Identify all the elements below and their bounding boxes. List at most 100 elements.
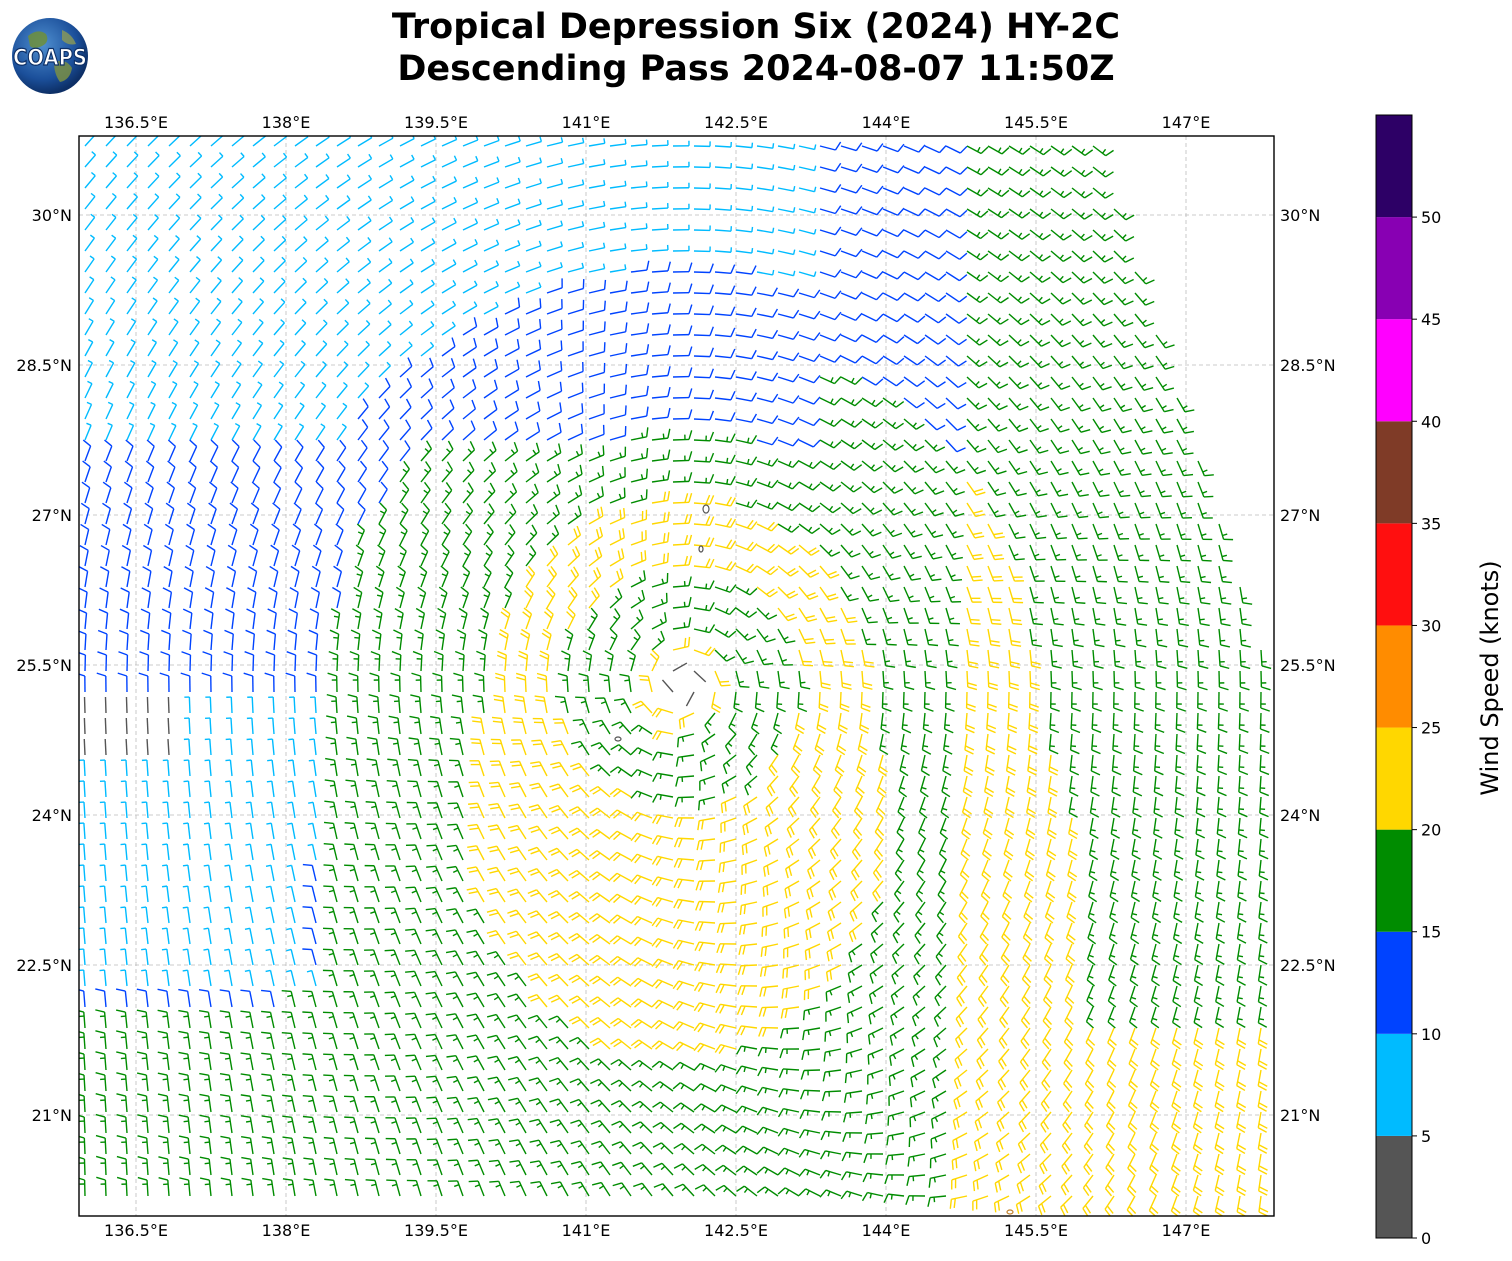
wind-barb	[1092, 355, 1113, 370]
wind-barb	[546, 463, 562, 483]
wind-barb	[714, 306, 736, 317]
wind-barb	[651, 730, 674, 741]
wind-barb	[798, 586, 819, 600]
wind-barb	[861, 355, 884, 365]
wind-barb	[330, 608, 341, 630]
wind-barb	[924, 334, 947, 345]
wind-barb	[630, 489, 648, 504]
wind-barb	[357, 340, 370, 357]
wind-barb	[368, 694, 380, 714]
wind-barb	[882, 355, 905, 365]
wind-barb	[1197, 481, 1214, 498]
wind-barb	[903, 292, 926, 302]
wind-barb	[987, 145, 1010, 155]
wind-barb	[462, 440, 476, 462]
wind-barb	[168, 193, 181, 210]
wind-barb	[1071, 313, 1092, 327]
wind-barb	[223, 651, 234, 672]
wind-barb	[903, 376, 926, 387]
wind-barb	[966, 187, 989, 197]
wind-barb	[588, 445, 605, 462]
wind-barb	[164, 523, 174, 546]
wind-barb	[672, 555, 693, 567]
wind-barb	[268, 696, 275, 714]
wind-barb	[924, 271, 947, 281]
wind-barb	[672, 161, 690, 168]
wind-barb	[273, 173, 287, 189]
wind-barb	[777, 352, 800, 362]
wind-barb	[498, 629, 509, 651]
wind-barb	[161, 629, 171, 651]
wind-barb	[1154, 712, 1165, 734]
wind-barb	[840, 670, 852, 690]
wind-barb	[167, 460, 176, 483]
wind-barb	[693, 580, 715, 590]
wind-barb	[147, 360, 157, 378]
wind-barb	[315, 194, 330, 210]
wind-barb	[609, 508, 626, 525]
wind-barb	[146, 439, 155, 462]
wind-barb	[1029, 208, 1052, 220]
wind-barb	[308, 629, 319, 651]
wind-barb	[986, 691, 997, 712]
wind-barb	[903, 165, 926, 174]
wind-barb	[336, 298, 350, 315]
wind-barb	[1092, 397, 1112, 412]
wind-barb	[861, 523, 882, 537]
wind-barb	[704, 712, 716, 734]
wind-barb	[210, 297, 222, 315]
wind-barb	[1050, 418, 1070, 433]
wind-barb	[1197, 523, 1213, 541]
wind-barb	[693, 410, 715, 421]
wind-barb	[756, 479, 779, 489]
wind-barb	[270, 544, 280, 567]
wind-barb	[945, 649, 958, 669]
wind-barb	[273, 194, 287, 210]
wind-barb	[672, 203, 690, 210]
wind-barb	[882, 544, 902, 559]
wind-barb	[399, 440, 411, 462]
lon-tick-label: 145.5°E	[1004, 113, 1068, 132]
wind-barb	[231, 402, 241, 420]
wind-barb	[103, 460, 112, 483]
wind-barb	[609, 243, 627, 252]
wind-barb	[181, 651, 192, 672]
wind-barb	[945, 187, 968, 197]
wind-barb	[440, 565, 449, 588]
wind-barb	[201, 672, 212, 693]
wind-barb	[203, 629, 213, 651]
wind-barb	[987, 355, 1009, 368]
wind-barb	[711, 691, 722, 714]
wind-barb	[231, 297, 243, 315]
wind-barb	[1134, 460, 1152, 477]
colorbar-tick-label: 35	[1421, 514, 1441, 533]
wind-barb	[367, 715, 380, 735]
wind-barb	[672, 617, 692, 630]
wind-barb	[966, 229, 989, 240]
wind-barb	[1050, 229, 1072, 241]
wind-barb	[525, 282, 542, 294]
wind-barb	[210, 214, 223, 231]
wind-barb	[168, 214, 181, 231]
wind-barb	[630, 160, 648, 168]
wind-barb	[882, 523, 903, 538]
wind-barb	[840, 481, 862, 493]
wind-barb	[798, 628, 816, 645]
wind-barb	[79, 544, 89, 567]
wind-barb	[840, 502, 862, 515]
wind-barb	[271, 523, 280, 546]
wind-barb	[420, 378, 434, 399]
wind-barb	[500, 607, 511, 630]
wind-barb	[291, 544, 301, 567]
wind-barb	[504, 219, 521, 231]
wind-barb	[1113, 607, 1127, 626]
wind-barb	[210, 422, 220, 441]
wind-barb	[1260, 670, 1271, 691]
lon-tick-label: 141°E	[562, 113, 611, 132]
wind-barb	[861, 544, 881, 559]
wind-barb	[225, 608, 235, 630]
wind-barb	[942, 733, 953, 755]
wind-barb	[1008, 649, 1021, 669]
wind-barb	[1113, 271, 1134, 285]
wind-barb	[126, 234, 138, 252]
